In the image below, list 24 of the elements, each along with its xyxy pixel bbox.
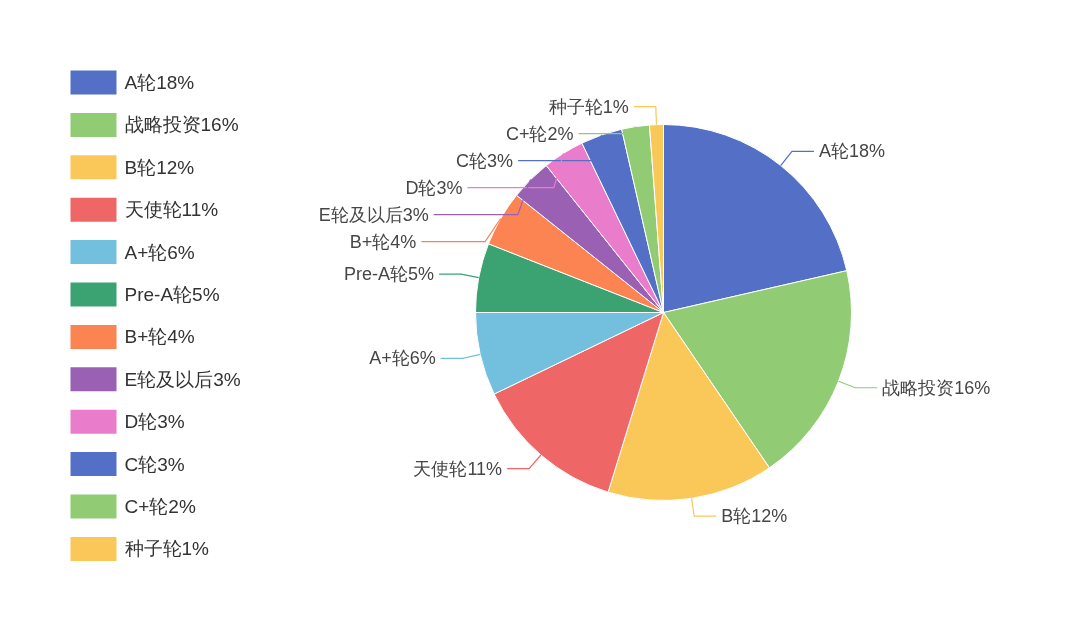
legend-label: C+轮2%: [124, 496, 196, 517]
legend-label: A+轮6%: [124, 241, 195, 263]
slice-label: 天使轮11%: [413, 458, 503, 479]
slice-label: D轮3%: [405, 177, 463, 198]
legend-label: E轮及以后3%: [124, 368, 241, 390]
legend-label: Pre-A轮5%: [124, 284, 220, 305]
slice-label: 种子轮1%: [548, 96, 629, 117]
slice-label: C+轮2%: [505, 123, 574, 144]
legend-label: 种子轮1%: [124, 538, 210, 560]
legend-label: 战略投资16%: [124, 114, 239, 136]
slice-label: A+轮6%: [369, 348, 436, 369]
slice-label: E轮及以后3%: [318, 204, 429, 225]
legend-label: B轮12%: [124, 156, 195, 178]
slice-label: Pre-A轮5%: [344, 264, 435, 285]
slice-label: B轮12%: [721, 506, 788, 527]
slice-label: B+轮4%: [349, 231, 417, 252]
slice-label: 战略投资16%: [882, 377, 991, 398]
legend-label: A轮18%: [124, 72, 195, 93]
legend-label: B+轮4%: [124, 326, 195, 348]
legend-label: C轮3%: [124, 453, 185, 475]
legend-label: D轮3%: [124, 411, 185, 433]
legend-label: 天使轮11%: [124, 199, 219, 221]
slice-label: A轮18%: [818, 141, 885, 162]
slice-label: C轮3%: [456, 150, 514, 171]
